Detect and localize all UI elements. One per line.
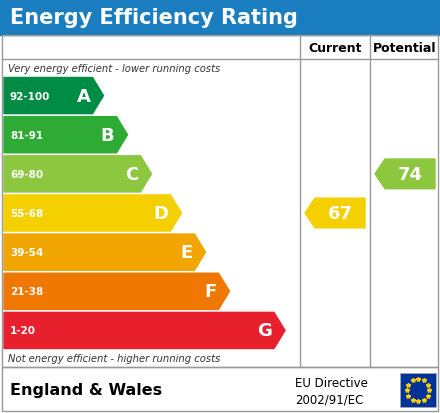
Text: 92-100: 92-100 xyxy=(10,91,50,101)
Text: D: D xyxy=(154,204,169,223)
Text: 2002/91/EC: 2002/91/EC xyxy=(295,393,363,406)
Text: EU Directive: EU Directive xyxy=(295,376,368,389)
Text: Energy Efficiency Rating: Energy Efficiency Rating xyxy=(10,8,298,28)
Text: Not energy efficient - higher running costs: Not energy efficient - higher running co… xyxy=(8,354,220,363)
Text: Very energy efficient - lower running costs: Very energy efficient - lower running co… xyxy=(8,63,220,74)
Polygon shape xyxy=(305,199,365,228)
Text: England & Wales: England & Wales xyxy=(10,382,162,398)
Text: E: E xyxy=(180,244,193,261)
Text: 55-68: 55-68 xyxy=(10,209,43,218)
Text: 21-38: 21-38 xyxy=(10,287,43,297)
Text: G: G xyxy=(257,322,272,339)
Text: 81-91: 81-91 xyxy=(10,131,43,140)
Text: 69-80: 69-80 xyxy=(10,169,43,179)
Text: F: F xyxy=(204,282,216,301)
Polygon shape xyxy=(4,273,230,310)
Bar xyxy=(0,0,440,36)
Text: 67: 67 xyxy=(327,204,352,223)
Bar xyxy=(2,367,438,411)
Text: A: A xyxy=(77,88,91,105)
Text: C: C xyxy=(125,166,139,183)
Bar xyxy=(400,373,436,407)
Bar xyxy=(2,36,438,367)
Text: 1-20: 1-20 xyxy=(10,325,36,336)
Polygon shape xyxy=(4,117,128,153)
Polygon shape xyxy=(375,159,435,189)
Polygon shape xyxy=(4,195,182,232)
Text: 39-54: 39-54 xyxy=(10,247,43,258)
Text: 74: 74 xyxy=(397,166,422,183)
Text: Potential: Potential xyxy=(373,41,437,55)
Bar xyxy=(2,367,438,411)
Polygon shape xyxy=(4,157,151,192)
Text: B: B xyxy=(101,126,114,145)
Text: Current: Current xyxy=(308,41,362,55)
Polygon shape xyxy=(4,78,103,114)
Polygon shape xyxy=(4,235,205,271)
Polygon shape xyxy=(4,313,285,349)
